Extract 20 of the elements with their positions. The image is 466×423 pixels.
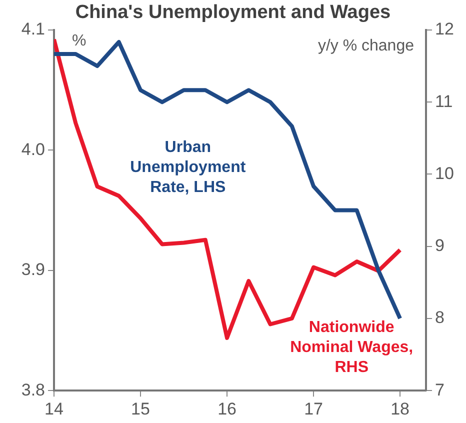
y2-tick-label: 8 [435,308,444,328]
x-tick-label: 16 [218,399,236,418]
x-tick-label: 18 [390,399,410,418]
y-tick-label: 3.8 [21,380,45,400]
y-tick-label: 3.9 [21,260,45,280]
annotation: y/y % change [318,37,414,54]
y-tick-label: 4.0 [21,140,45,159]
annotation: % [72,32,86,50]
y2-tick-label: 11 [435,92,453,111]
y2-tick-label: 12 [435,20,454,39]
text: Urban Unemployment Rate, LHS [129,138,247,198]
y-tick-label: 4.1 [21,20,45,39]
y2-tick-label: 9 [435,236,444,256]
series-label: Nationwide Nominal Wages, RHS [289,318,414,378]
x-tick-label: 15 [131,399,150,418]
x-tick-label: 14 [44,399,64,418]
y2-tick-label: 10 [435,164,454,183]
x-tick-label: 17 [304,399,323,418]
chart-title: China's Unemployment and Wages [75,2,391,23]
y2-tick-label: 7 [435,380,444,400]
